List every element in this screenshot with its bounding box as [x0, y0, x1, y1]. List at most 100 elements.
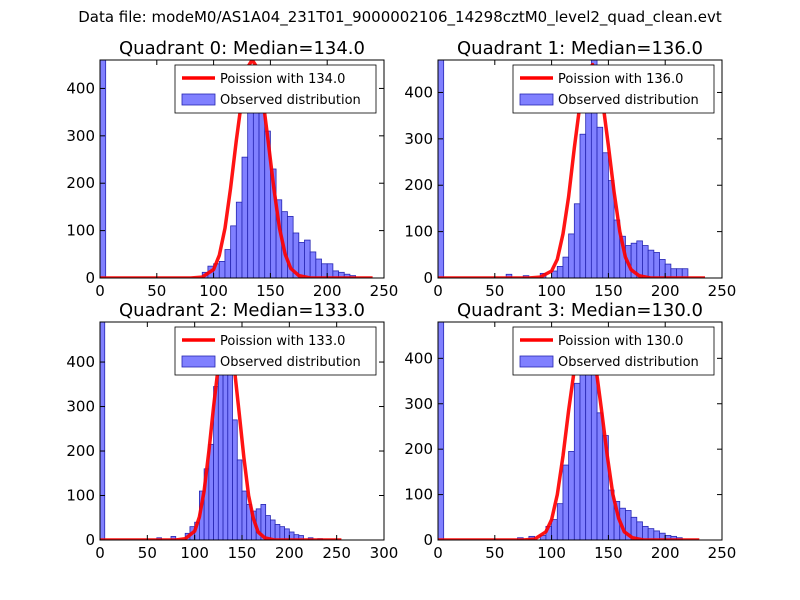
quadrant-3-bar-7 [562, 464, 570, 540]
quadrant-0-bar-23 [326, 263, 334, 278]
quadrant-0-bar-22 [321, 263, 328, 278]
quadrant-3-ytick-label-4: 400 [404, 349, 433, 367]
quadrant-2-bar-22 [274, 524, 281, 540]
quadrant-0-ytick-label-2: 200 [66, 174, 95, 192]
quadrant-0-xtick-label-1: 50 [147, 282, 166, 300]
quadrant-0-ytick-label-3: 300 [66, 127, 95, 145]
quadrant-2-xtick-label-6: 300 [370, 544, 399, 562]
quadrant-3-bar-21 [642, 525, 649, 540]
quadrant-2-xtick-label-4: 200 [275, 544, 304, 562]
quadrant-3-xtick-label-4: 200 [651, 544, 680, 562]
quadrant-1-xtick-label-3: 150 [594, 282, 623, 300]
quadrant-3-ytick-label-0: 0 [423, 531, 433, 549]
quadrant-3-panel: 0 50 100 150 200 250 0 100 200 300 400 Quadrant 3: … [404, 300, 736, 562]
quadrant-3-xtick-label-5: 250 [708, 544, 737, 562]
quadrant-2-bar-15 [241, 490, 248, 540]
quadrant-2-xtick-label-5: 250 [322, 544, 351, 562]
quadrant-3-legend-label-observed: Observed distribution [558, 355, 699, 370]
quadrant-1-xtick-label-2: 100 [537, 282, 566, 300]
quadrant-1-bar-1 [505, 273, 513, 278]
quadrant-3-ytick-label-1: 100 [404, 486, 433, 504]
quadrant-2-ytick-label-0: 0 [85, 531, 95, 549]
quadrant-0-bar-5 [224, 249, 232, 278]
quadrant-2-xtick-label-1: 50 [138, 544, 157, 562]
quadrant-1-ytick-label-2: 200 [404, 176, 433, 194]
quadrant-3-ytick-label-2: 200 [404, 440, 433, 458]
quadrant-2-xtick-label-0: 0 [95, 544, 105, 562]
quadrant-1-bar-12 [596, 126, 604, 278]
quadrant-0-poisson-curve [100, 60, 373, 278]
quadrant-3-axes-frame [437, 321, 723, 541]
quadrant-1-bar-13 [602, 152, 609, 278]
figure-title: Data file: modeM0/AS1A04_231T01_90000021… [78, 8, 722, 26]
quadrant-1-title: Quadrant 1: Median=136.0 [457, 38, 703, 59]
quadrant-2-ytick-label-4: 400 [66, 353, 95, 371]
quadrant-0-legend-bar-swatch [181, 93, 216, 106]
quadrant-0-xtick-label-0: 0 [95, 282, 105, 300]
quadrant-0-bar-18 [298, 242, 305, 278]
quadrant-2-bar-27 [298, 535, 304, 540]
quadrant-1-bar-0 [438, 60, 445, 278]
quadrant-2-panel: 0 50 100 150 200 250 300 0 100 200 300 400 Quadrant … [66, 300, 398, 562]
quadrant-1-bar-23 [659, 259, 666, 278]
quadrant-2-bar-21 [269, 519, 276, 540]
quadrant-0-ytick-label-0: 0 [85, 269, 95, 287]
quadrant-1-bar-10 [585, 99, 592, 278]
quadrant-2-bar-14 [236, 459, 243, 540]
quadrant-0-xtick-label-5: 250 [370, 282, 399, 300]
quadrant-3-xtick-label-0: 0 [433, 544, 443, 562]
quadrant-3-xtick-label-1: 50 [485, 544, 504, 562]
quadrant-0-legend-label-poisson: Poission with 134.0 [220, 72, 345, 87]
quadrant-1-xtick-label-5: 250 [708, 282, 737, 300]
quadrant-0-ytick-label-1: 100 [66, 222, 95, 240]
quadrant-1-xtick-label-0: 0 [433, 282, 443, 300]
quadrant-3-bar-12 [590, 357, 598, 540]
quadrant-2-xtick-label-3: 150 [228, 544, 257, 562]
quadrant-3-bar-9 [573, 382, 581, 540]
quadrant-0-plot-area [100, 60, 373, 278]
quadrant-3-bar-6 [556, 503, 564, 540]
quadrant-2-bar-11 [222, 348, 229, 540]
quadrant-1-bar-24 [664, 263, 672, 278]
quadrant-1-ytick-label-4: 400 [404, 83, 433, 101]
quadrant-2-bar-23 [279, 526, 286, 540]
quadrant-0-bar-19 [304, 239, 311, 278]
quadrant-2-ytick-label-1: 100 [66, 487, 95, 505]
quadrant-2-plot-area [100, 322, 342, 540]
quadrant-0-bar-8 [241, 156, 249, 278]
quadrant-3-title: Quadrant 3: Median=130.0 [457, 300, 703, 321]
quadrant-1-bar-27 [681, 268, 689, 278]
quadrant-2-ytick-label-2: 200 [66, 442, 95, 460]
quadrant-2-bar-0 [100, 322, 106, 540]
quadrant-1-ytick-label-0: 0 [423, 269, 433, 287]
quadrant-1-panel: 0 50 100 150 200 250 0 100 200 300 400 Quadrant 1: … [404, 38, 736, 300]
quadrant-1-bar-6 [562, 256, 570, 278]
quadrant-2-legend-label-poisson: Poission with 133.0 [220, 334, 345, 349]
quadrant-1-bar-20 [642, 245, 649, 278]
quadrant-0-panel: 0 50 100 150 200 250 0 100 200 300 400 Quadrant 0: … [66, 38, 398, 300]
quadrant-3-xtick-label-3: 150 [594, 544, 623, 562]
quadrant-1-plot-area [438, 60, 705, 278]
quadrant-3-xtick-label-2: 100 [537, 544, 566, 562]
quadrant-0-bar-4 [218, 261, 226, 278]
quadrant-0-bar-21 [315, 258, 322, 278]
quadrant-2-legend-bar-swatch [181, 355, 216, 368]
quadrant-1-legend-label-observed: Observed distribution [558, 93, 699, 108]
quadrant-0-xtick-label-2: 100 [199, 282, 228, 300]
quadrant-1-xtick-label-4: 200 [651, 282, 680, 300]
quadrant-3-legend-label-poisson: Poission with 130.0 [558, 334, 683, 349]
quadrant-1-axes-frame [437, 59, 723, 279]
quadrant-0-ytick-label-4: 400 [66, 79, 95, 97]
quadrant-3-legend-bar-swatch [519, 355, 554, 368]
quadrant-0-legend-label-observed: Observed distribution [220, 93, 361, 108]
quadrant-3-bar-10 [579, 357, 587, 540]
quadrant-1-bar-9 [579, 133, 587, 278]
quadrant-2-ytick-label-3: 300 [66, 398, 95, 416]
quadrant-2-bar-20 [265, 515, 271, 540]
quadrant-1-legend-label-poisson: Poission with 136.0 [558, 72, 683, 87]
quadrant-2-legend-label-observed: Observed distribution [220, 355, 361, 370]
quadrant-0-bar-7 [235, 201, 243, 278]
quadrant-2-bar-13 [232, 419, 238, 540]
quadrant-0-bar-6 [230, 225, 237, 278]
